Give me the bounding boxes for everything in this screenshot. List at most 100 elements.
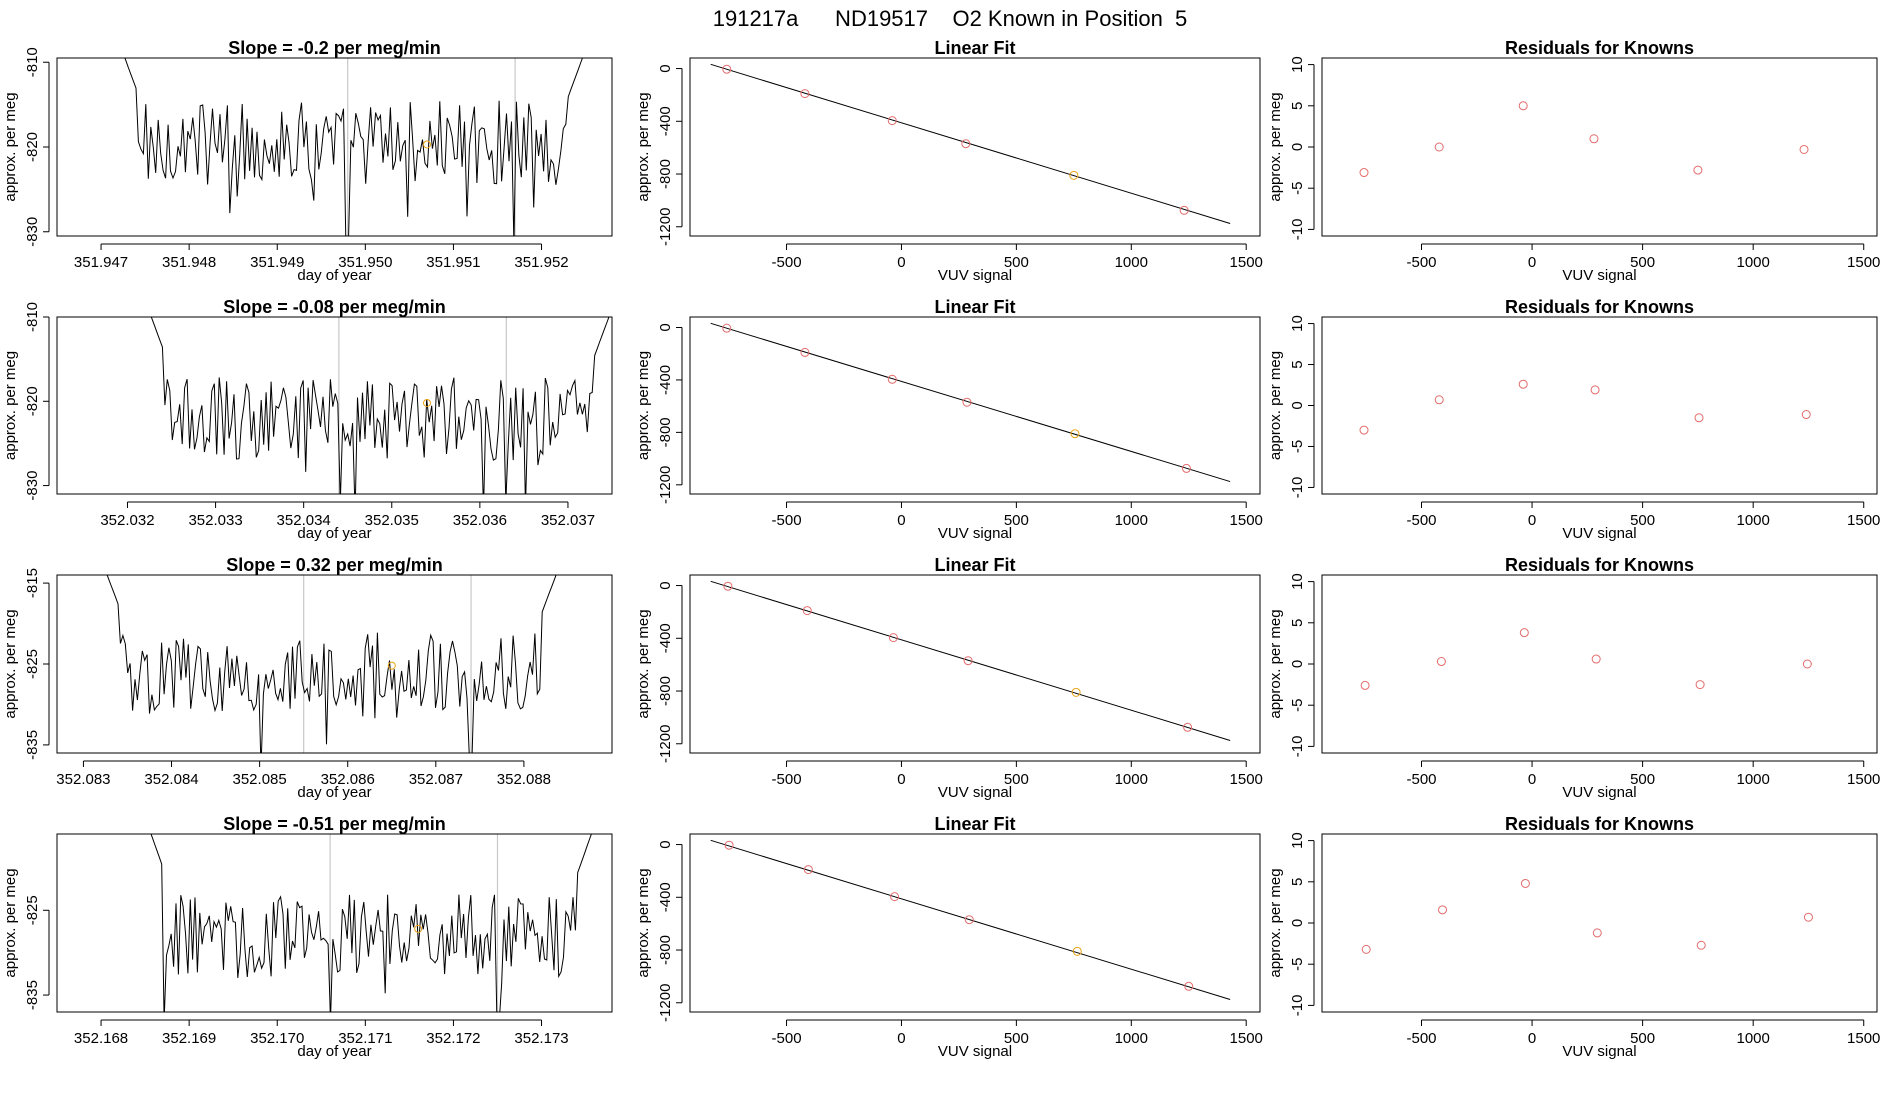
- panel-title: Residuals for Knowns: [1505, 38, 1694, 58]
- x-tick-label: 1000: [1115, 512, 1148, 529]
- y-tick-label: -810: [24, 302, 41, 332]
- known-point: [1696, 940, 1706, 950]
- y-tick-label: -835: [24, 730, 41, 760]
- y-tick-label: -825: [24, 649, 41, 679]
- known-point: [803, 865, 813, 875]
- known-point: [1799, 144, 1809, 154]
- y-tick-label: -5: [1289, 182, 1306, 195]
- y-axis-label: approx. per meg: [2, 92, 19, 201]
- panel-fit-row1: -500 0 500 1000 1500 0 -400 -800 -1200 Linear Fit…: [635, 38, 1263, 284]
- y-tick-label: -10: [1289, 736, 1306, 758]
- x-tick-label: 500: [1630, 1030, 1655, 1047]
- x-tick-label: 0: [897, 771, 905, 788]
- x-tick-label: 0: [1528, 771, 1536, 788]
- highlight-point: [423, 398, 431, 407]
- x-tick-label: 352.172: [426, 1030, 480, 1047]
- x-tick-label: 500: [1004, 1030, 1029, 1047]
- y-axis-label: approx. per meg: [1267, 868, 1284, 977]
- y-axis-label: approx. per meg: [1267, 609, 1284, 718]
- x-tick-label: -500: [1406, 771, 1436, 788]
- y-tick-label: -1200: [657, 725, 674, 763]
- x-tick-label: -500: [772, 771, 802, 788]
- y-axis-label: approx. per meg: [635, 868, 652, 977]
- plot-frame: [1321, 574, 1878, 754]
- plot-frame: [56, 316, 613, 495]
- x-axis-label: VUV signal: [938, 525, 1012, 542]
- known-point: [1434, 142, 1444, 152]
- y-tick-label: 10: [1289, 832, 1306, 849]
- y-tick-label: -800: [657, 935, 674, 965]
- y-tick-label: -5: [1289, 699, 1306, 712]
- x-tick-label: 1500: [1847, 771, 1880, 788]
- plot-frame: [1321, 316, 1878, 495]
- known-point: [1801, 410, 1811, 420]
- y-tick-label: 0: [1289, 919, 1306, 927]
- fit-line: [710, 580, 1231, 741]
- x-tick-label: 352.036: [453, 512, 507, 529]
- plot-frame: [689, 833, 1261, 1013]
- x-tick-label: 351.952: [514, 254, 568, 271]
- y-tick-label: -800: [657, 159, 674, 189]
- known-point: [1359, 168, 1369, 178]
- panel-residuals-row4: -500 0 500 1000 1500 -10 -5 0 5 10 Residuals for K…: [1267, 814, 1880, 1060]
- x-tick-label: 352.087: [409, 771, 463, 788]
- y-tick-label: 5: [1289, 878, 1306, 886]
- known-point: [722, 64, 732, 74]
- x-tick-label: 0: [1528, 1030, 1536, 1047]
- x-tick-label: 1500: [1230, 512, 1263, 529]
- x-tick-label: -500: [772, 1030, 802, 1047]
- plot-frame: [1321, 833, 1878, 1013]
- x-axis-label: day of year: [297, 525, 371, 542]
- x-tick-label: 0: [1528, 254, 1536, 271]
- known-point: [1591, 654, 1601, 664]
- panel-title: Linear Fit: [934, 297, 1015, 317]
- panel-title: Residuals for Knowns: [1505, 297, 1694, 317]
- x-tick-label: 0: [897, 1030, 905, 1047]
- y-axis-label: approx. per meg: [635, 92, 652, 201]
- x-axis-label: VUV signal: [1562, 1043, 1636, 1060]
- fit-line: [710, 322, 1231, 483]
- fit-line: [710, 839, 1231, 1000]
- y-tick-label: -10: [1289, 477, 1306, 499]
- panel-title: Slope = -0.2 per meg/min: [228, 38, 441, 58]
- known-point: [723, 581, 733, 591]
- y-tick-label: -800: [657, 417, 674, 447]
- y-tick-label: 0: [1289, 143, 1306, 151]
- y-tick-label: -1200: [657, 466, 674, 504]
- x-tick-label: 1500: [1847, 512, 1880, 529]
- y-tick-label: -400: [657, 106, 674, 136]
- x-tick-label: 1000: [1736, 254, 1769, 271]
- panel-title: Linear Fit: [934, 38, 1015, 58]
- x-tick-label: 500: [1630, 254, 1655, 271]
- y-tick-label: 5: [1289, 360, 1306, 368]
- y-tick-label: -820: [24, 386, 41, 416]
- highlight-point: [387, 661, 396, 670]
- x-tick-label: 1000: [1115, 1030, 1148, 1047]
- y-tick-label: 5: [1289, 102, 1306, 110]
- panel-title: Linear Fit: [934, 555, 1015, 575]
- known-point: [1359, 425, 1369, 435]
- y-axis-label: approx. per meg: [2, 609, 19, 718]
- x-tick-label: 352.084: [144, 771, 198, 788]
- x-tick-label: 352.037: [541, 512, 595, 529]
- x-axis-label: day of year: [297, 1043, 371, 1060]
- y-tick-label: -835: [24, 980, 41, 1010]
- known-point: [888, 633, 898, 643]
- x-tick-label: 352.086: [321, 771, 375, 788]
- known-point: [724, 840, 734, 850]
- y-tick-label: -10: [1289, 219, 1306, 241]
- known-point: [1519, 628, 1529, 638]
- y-tick-label: -825: [24, 895, 41, 925]
- known-point: [800, 347, 810, 357]
- known-point: [1590, 385, 1600, 395]
- x-tick-label: 351.949: [250, 254, 304, 271]
- panel-title: Linear Fit: [934, 814, 1015, 834]
- y-tick-label: 0: [657, 581, 674, 589]
- x-tick-label: 1500: [1847, 254, 1880, 271]
- known-point: [1803, 912, 1813, 922]
- panel-title: Residuals for Knowns: [1505, 555, 1694, 575]
- x-tick-label: 351.950: [338, 254, 392, 271]
- y-tick-label: 0: [657, 64, 674, 72]
- known-point: [1694, 413, 1704, 423]
- y-tick-label: -800: [657, 676, 674, 706]
